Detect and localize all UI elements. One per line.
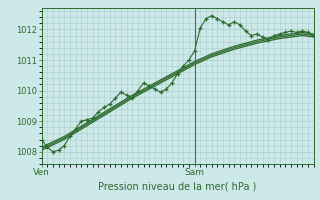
X-axis label: Pression niveau de la mer( hPa ): Pression niveau de la mer( hPa ) — [99, 181, 257, 191]
